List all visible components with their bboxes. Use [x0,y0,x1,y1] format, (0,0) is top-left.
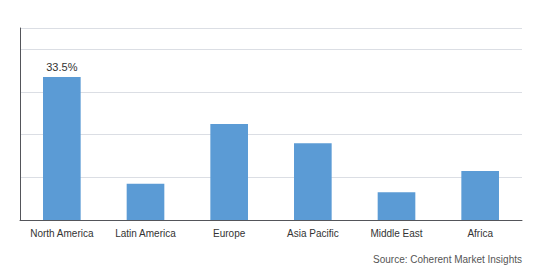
svg-text:Asia Pacific: Asia Pacific [287,228,339,239]
svg-text:Middle East: Middle East [370,228,422,239]
svg-text:Latin America: Latin America [115,228,176,239]
svg-text:North America: North America [30,228,94,239]
svg-text:Europe: Europe [213,228,246,239]
svg-text:Africa: Africa [467,228,493,239]
svg-text:Source: Coherent Market Insigh: Source: Coherent Market Insights [373,254,522,265]
svg-text:33.5%: 33.5% [46,61,77,73]
